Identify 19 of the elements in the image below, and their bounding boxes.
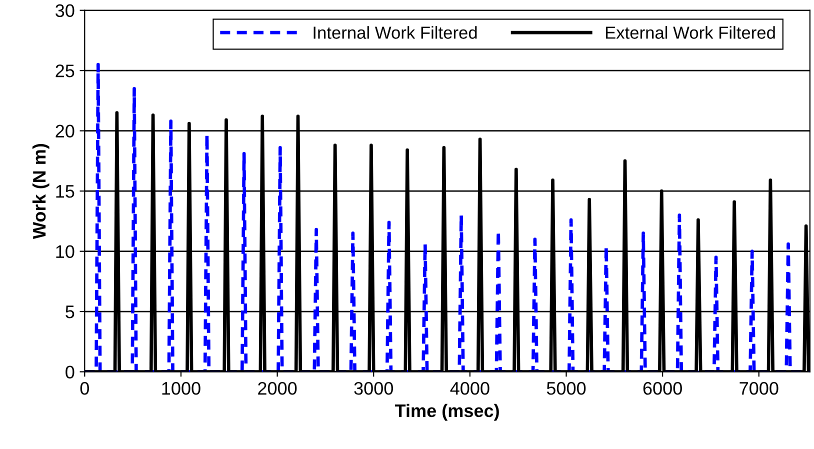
y-tick-label: 30 [56, 4, 74, 18]
y-axis-title: Work (N m) [32, 144, 50, 240]
x-tick-label: 7000 [740, 382, 778, 395]
x-tick-label: 1000 [162, 382, 200, 395]
y-tick-label: 20 [56, 124, 74, 138]
x-tick-label: 2000 [258, 382, 297, 395]
y-tick-label: 25 [56, 64, 74, 78]
x-tick-label: 0 [80, 382, 89, 395]
legend-label: External Work Filtered [606, 26, 775, 39]
x-tick-label: 5000 [546, 382, 586, 395]
y-tick-label: 10 [56, 245, 74, 258]
x-tick-label: 6000 [643, 382, 682, 395]
y-tick-label: 5 [66, 306, 74, 318]
x-axis-title: Time (msec) [394, 404, 499, 421]
x-tick-label: 3000 [354, 382, 393, 395]
y-tick-label: 0 [66, 366, 74, 378]
y-tick-label: 15 [56, 185, 74, 198]
legend-label: Internal Work Filtered [314, 26, 477, 39]
x-tick-label: 4000 [450, 382, 490, 395]
